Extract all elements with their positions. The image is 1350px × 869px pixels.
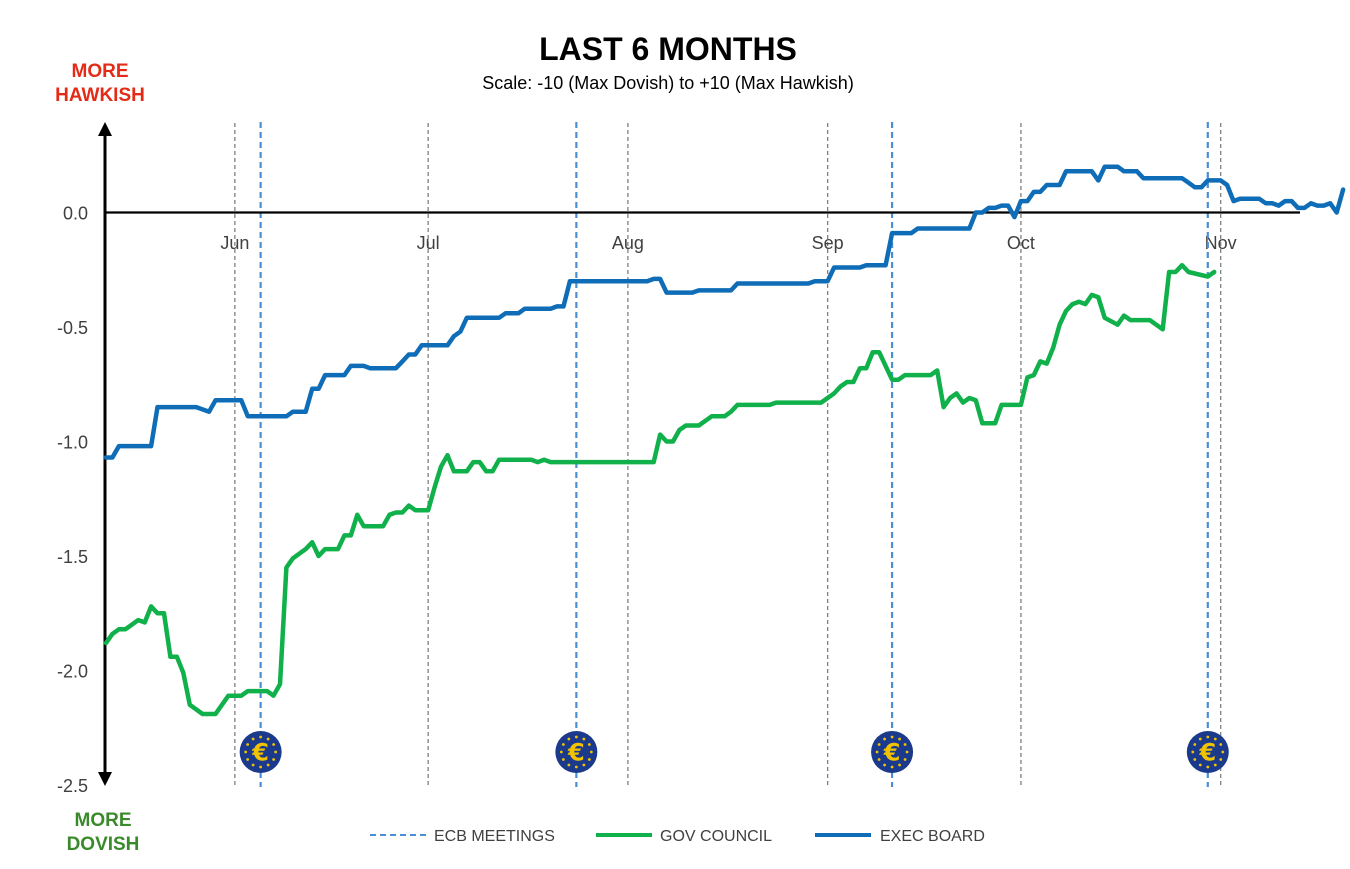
- euro-icon-disc: [555, 731, 598, 773]
- y-axis: 0.0 -0.5 -1.0 -1.5 -2.0 -2.5: [57, 122, 112, 796]
- x-tick-label-sep: Sep: [812, 233, 844, 253]
- y-axis-arrow-down: [98, 772, 112, 786]
- euro-icon-symbol: €: [251, 739, 269, 767]
- legend-label-exec-board: EXEC BOARD: [880, 828, 985, 845]
- euro-icon-star: [905, 750, 909, 754]
- euro-icon-star: [589, 750, 593, 754]
- euro-icon-star: [272, 743, 276, 746]
- euro-icon: €: [871, 731, 914, 773]
- euro-icon-star: [266, 763, 270, 767]
- x-tick-label-jul: Jul: [417, 233, 440, 253]
- euro-icon-star: [244, 750, 248, 754]
- euro-icon-star: [890, 765, 894, 769]
- chart-title: LAST 6 MONTHS: [539, 31, 797, 67]
- euro-icon-star: [251, 763, 255, 767]
- euro-icon-star: [272, 758, 276, 761]
- y-tick-label: -1.0: [57, 433, 88, 453]
- series-line-gov-council: [103, 262, 1217, 717]
- euro-icon-star: [574, 735, 578, 739]
- euro-icon-disc: [1186, 731, 1229, 773]
- euro-icon-disc: [239, 731, 282, 773]
- euro-icon-symbol: €: [1198, 739, 1216, 767]
- y-axis-arrow-up: [98, 122, 112, 136]
- euro-icon-star: [1198, 737, 1202, 741]
- euro-icon-star: [561, 743, 565, 746]
- y-tick-label: -2.0: [57, 662, 88, 682]
- euro-icon-star: [883, 763, 886, 767]
- euro-icon-star: [1198, 763, 1202, 767]
- euro-icon-star: [1206, 735, 1210, 739]
- euro-icon-star: [1213, 737, 1217, 741]
- ecb-meeting-markers: € € € €: [239, 731, 1229, 773]
- euro-icon-star: [903, 743, 907, 746]
- euro-icon-star: [1206, 765, 1210, 769]
- euro-icon-star: [567, 737, 571, 741]
- euro-icon-star: [561, 758, 565, 761]
- euro-icon-star: [875, 750, 879, 754]
- euro-icon-star: [259, 735, 263, 739]
- ecb-meeting-lines: [259, 122, 1209, 787]
- more-hawkish-label-line1: MORE: [72, 61, 129, 82]
- x-tick-label-oct: Oct: [1007, 233, 1035, 253]
- more-hawkish-label-line2: HAWKISH: [55, 85, 145, 106]
- euro-icon-star: [1213, 763, 1217, 767]
- euro-icon-star: [877, 758, 881, 761]
- euro-icon: €: [239, 731, 282, 773]
- euro-icon-star: [1193, 743, 1197, 746]
- series-line-exec-board: [103, 164, 1346, 460]
- x-tick-label-jun: Jun: [220, 233, 249, 253]
- euro-icon-star: [587, 743, 591, 746]
- legend: ECB MEETINGS GOV COUNCIL EXEC BOARD: [370, 828, 985, 845]
- x-tick-label-nov: Nov: [1205, 233, 1237, 253]
- y-tick-label: -0.5: [57, 318, 88, 338]
- euro-icon-disc: [871, 731, 914, 773]
- euro-icon-star: [582, 763, 586, 767]
- euro-icon-symbol: €: [567, 739, 585, 767]
- euro-icon-star: [274, 750, 278, 754]
- euro-icon-star: [559, 750, 563, 754]
- euro-icon-star: [246, 743, 250, 746]
- month-gridlines: Jun Jul Aug Sep Oct Nov: [220, 123, 1237, 787]
- euro-icon-star: [1219, 758, 1223, 761]
- y-tick-label: -1.5: [57, 547, 88, 567]
- more-dovish-label-line1: MORE: [75, 810, 132, 831]
- euro-icon-star: [898, 737, 901, 741]
- euro-icon-star: [1191, 750, 1195, 754]
- euro-icon-star: [883, 737, 886, 741]
- euro-icon-star: [574, 765, 578, 769]
- euro-icon-symbol: €: [883, 739, 901, 767]
- y-tick-label: 0.0: [63, 204, 88, 224]
- euro-icon-star: [266, 737, 270, 741]
- legend-label-gov-council: GOV COUNCIL: [660, 828, 772, 845]
- euro-icon-star: [898, 763, 901, 767]
- euro-icon-star: [246, 758, 250, 761]
- euro-icon-star: [587, 758, 591, 761]
- x-tick-label-aug: Aug: [612, 233, 644, 253]
- euro-icon-star: [251, 737, 255, 741]
- y-tick-label: -2.5: [57, 776, 88, 796]
- legend-label-ecb-meetings: ECB MEETINGS: [434, 828, 555, 845]
- more-dovish-label-line2: DOVISH: [67, 834, 140, 855]
- euro-icon: €: [555, 731, 598, 773]
- euro-icon-star: [259, 765, 263, 769]
- euro-icon-star: [903, 758, 907, 761]
- series-lines: [103, 164, 1346, 717]
- euro-icon-star: [582, 737, 586, 741]
- euro-icon-star: [1219, 743, 1223, 746]
- chart-subtitle: Scale: -10 (Max Dovish) to +10 (Max Hawk…: [482, 73, 854, 93]
- euro-icon: €: [1186, 731, 1229, 773]
- euro-icon-star: [1221, 750, 1225, 754]
- euro-icon-star: [1193, 758, 1197, 761]
- euro-icon-star: [567, 763, 571, 767]
- euro-icon-star: [890, 735, 894, 739]
- euro-icon-star: [877, 743, 881, 746]
